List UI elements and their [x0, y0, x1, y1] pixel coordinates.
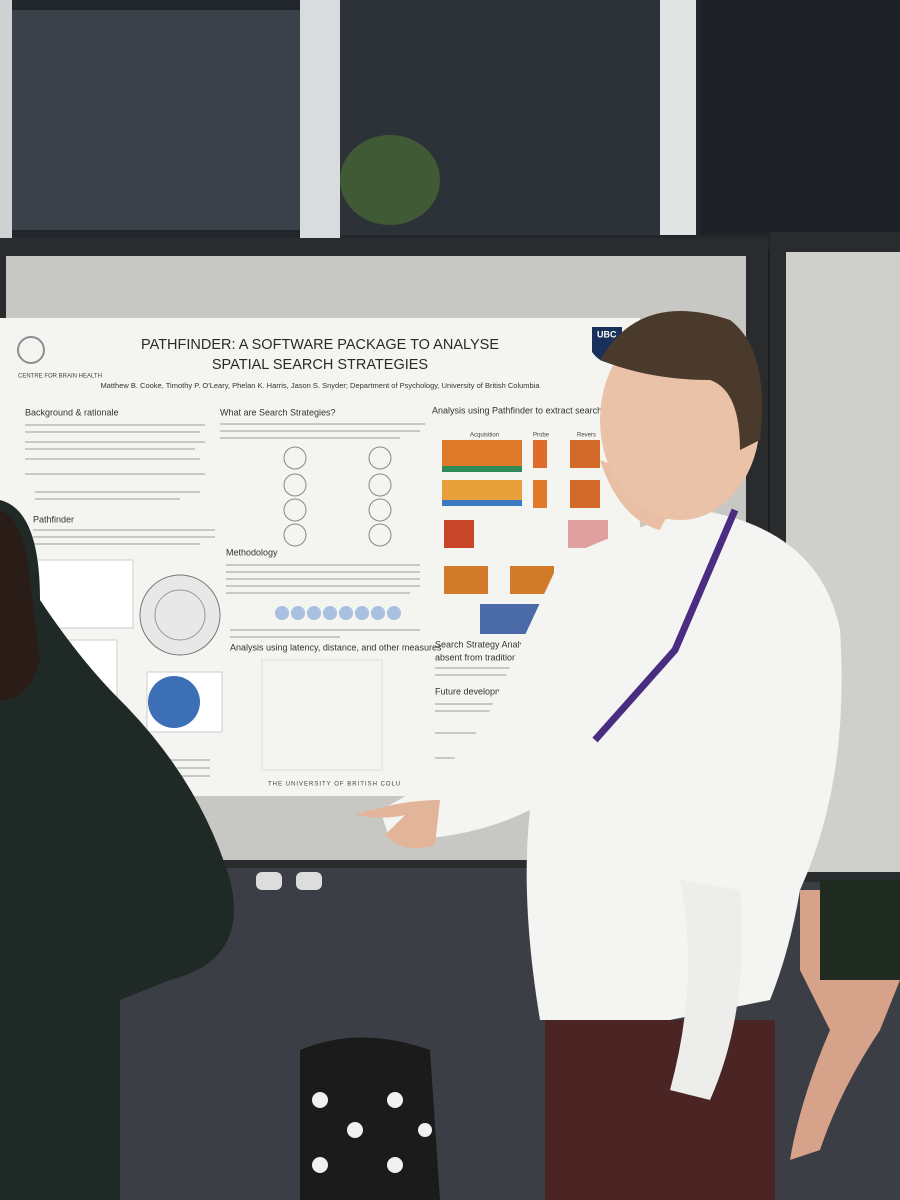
- window-pane: [700, 0, 900, 235]
- section-heading: Search Strategy Analysis provides nove: [435, 639, 594, 649]
- person-left: [0, 500, 234, 1200]
- section-heading: absent from traditional methods: [435, 652, 562, 662]
- shoe: [256, 872, 282, 890]
- section-heading: Analysis using latency, distance, and ot…: [230, 642, 442, 652]
- dress: [820, 880, 900, 980]
- plant: [340, 135, 440, 225]
- figure-label: Acquisition: [470, 433, 499, 439]
- poster-title: PATHFINDER: A SOFTWARE PACKAGE TO ANALYS…: [141, 337, 499, 353]
- section-heading: What are Search Strategies?: [220, 407, 336, 417]
- figure-label: Revers: [577, 433, 596, 439]
- bag: [300, 1037, 440, 1200]
- window-pane: [10, 10, 300, 230]
- section-heading: Pathfinder: [33, 514, 74, 524]
- section-heading: Analysis using Pathfinder to extract sea…: [432, 405, 620, 415]
- ubc-logo: UBC: [597, 329, 617, 339]
- pillar: [660, 0, 696, 235]
- poster-authors: Matthew B. Cooke, Timothy P. O'Leary, Ph…: [100, 381, 540, 390]
- bag-pattern: [312, 1092, 432, 1173]
- poster-title: SPATIAL SEARCH STRATEGIES: [212, 357, 428, 373]
- presenter: [355, 311, 842, 1200]
- brain-logo: [17, 336, 45, 364]
- shoe: [296, 872, 322, 890]
- section-heading: Background & rationale: [25, 407, 119, 417]
- section-heading: Future development: [435, 686, 516, 696]
- poster-footer: THE UNIVERSITY OF BRITISH COLU: [268, 782, 401, 788]
- pillar: [0, 0, 12, 240]
- pillar: [300, 0, 340, 240]
- figure-label: Probe: [533, 433, 550, 439]
- section-heading: Methodology: [226, 547, 278, 557]
- hair: [0, 510, 40, 700]
- logo-text: CENTRE FOR BRAIN HEALTH: [18, 374, 102, 380]
